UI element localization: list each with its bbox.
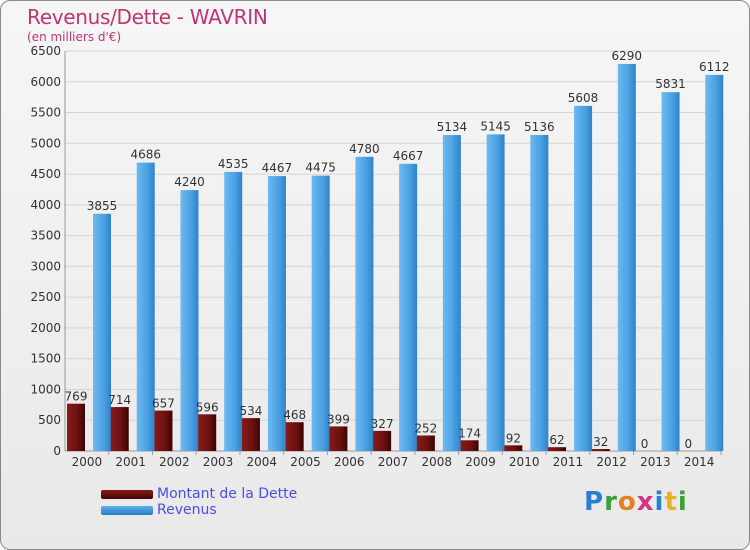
x-tick-label: 2009 <box>465 455 496 469</box>
data-label-dette: 174 <box>458 426 481 440</box>
bar-dette <box>241 418 260 451</box>
legend-label-revenus: Revenus <box>157 502 217 518</box>
y-tick-label: 6000 <box>30 75 61 89</box>
data-label-dette: 769 <box>65 390 88 404</box>
data-label-dette: 596 <box>196 400 219 414</box>
x-tick-label: 2002 <box>159 455 190 469</box>
bar-dette <box>548 447 567 451</box>
data-label-dette: 252 <box>414 421 437 435</box>
x-tick-label: 2005 <box>290 455 321 469</box>
x-tick-label: 2008 <box>421 455 452 469</box>
y-tick-label: 2500 <box>30 290 61 304</box>
legend-swatch-revenus <box>101 506 153 515</box>
y-tick-label: 1000 <box>30 382 61 396</box>
data-label-revenus: 5145 <box>480 119 511 133</box>
data-label-dette: 92 <box>506 431 521 445</box>
data-label-revenus: 5134 <box>437 120 468 134</box>
y-tick-label: 3500 <box>30 229 61 243</box>
data-label-revenus: 4240 <box>174 175 205 189</box>
bar-dette <box>460 440 479 451</box>
bar-dette <box>416 435 435 451</box>
x-tick-label: 2013 <box>640 455 671 469</box>
x-tick-label: 2003 <box>203 455 234 469</box>
bar-dette <box>285 422 304 451</box>
y-tick-label: 1500 <box>30 352 61 366</box>
bar-dette <box>591 449 610 451</box>
bar-revenus <box>267 176 286 451</box>
data-label-revenus: 3855 <box>87 199 118 213</box>
bar-dette <box>198 414 217 451</box>
bar-revenus <box>530 134 549 451</box>
bar-dette <box>154 410 173 451</box>
x-tick-label: 2001 <box>115 455 146 469</box>
y-tick-label: 4000 <box>30 198 61 212</box>
data-label-revenus: 5136 <box>524 120 555 134</box>
legend-swatch-dette <box>101 490 153 499</box>
bar-revenus <box>617 63 636 452</box>
x-tick-label: 2007 <box>378 455 409 469</box>
bar-revenus <box>311 175 330 451</box>
chart-title: Revenus/Dette - WAVRIN <box>27 5 268 29</box>
bar-revenus <box>661 92 680 452</box>
bar-revenus <box>180 190 199 452</box>
chart-subtitle: (en milliers d'€) <box>27 30 122 44</box>
y-tick-label: 5500 <box>30 106 61 120</box>
data-label-dette: 0 <box>684 437 692 451</box>
y-tick-label: 2000 <box>30 321 61 335</box>
bar-dette <box>110 407 129 451</box>
bar-revenus <box>224 171 243 451</box>
proxiti-logo: Proxiti <box>584 487 688 517</box>
data-label-dette: 534 <box>239 404 262 418</box>
data-label-revenus: 6290 <box>612 49 643 63</box>
data-label-dette: 62 <box>549 433 564 447</box>
bar-revenus <box>442 135 461 452</box>
data-label-dette: 399 <box>327 412 350 426</box>
bar-revenus <box>93 213 111 451</box>
x-tick-label: 2006 <box>334 455 365 469</box>
y-tick-label: 5000 <box>30 136 61 150</box>
data-label-revenus: 5831 <box>655 77 686 91</box>
y-tick-label: 500 <box>38 413 61 427</box>
data-label-dette: 32 <box>593 435 608 449</box>
data-label-revenus: 4780 <box>349 142 380 156</box>
y-tick-label: 6500 <box>30 44 61 58</box>
data-label-dette: 657 <box>152 397 175 411</box>
x-tick-label: 2014 <box>684 455 715 469</box>
x-tick-label: 2011 <box>553 455 584 469</box>
x-tick-label: 2000 <box>72 455 103 469</box>
y-tick-label: 3000 <box>30 259 61 273</box>
x-tick-label: 2012 <box>596 455 627 469</box>
bar-revenus <box>399 163 418 452</box>
data-label-revenus: 4535 <box>218 157 249 171</box>
y-tick-label: 0 <box>53 444 61 458</box>
data-label-revenus: 5608 <box>568 91 599 105</box>
data-label-dette: 714 <box>108 393 131 407</box>
bar-dette <box>329 426 348 451</box>
legend-label-dette: Montant de la Dette <box>157 486 298 502</box>
bar-revenus <box>136 162 155 451</box>
bar-revenus <box>705 74 724 451</box>
bar-dette <box>67 403 85 451</box>
bar-dette <box>504 445 523 451</box>
data-label-revenus: 4686 <box>130 148 161 162</box>
bar-dette <box>373 430 392 451</box>
data-label-dette: 327 <box>371 417 394 431</box>
data-label-dette: 0 <box>641 437 649 451</box>
bar-revenus <box>355 156 374 451</box>
bar-revenus <box>486 134 505 451</box>
data-label-revenus: 6112 <box>699 60 730 74</box>
x-tick-label: 2004 <box>247 455 278 469</box>
data-label-revenus: 4667 <box>393 149 424 163</box>
data-label-dette: 468 <box>283 408 306 422</box>
y-tick-label: 4500 <box>30 167 61 181</box>
x-tick-label: 2010 <box>509 455 540 469</box>
bar-revenus <box>574 105 593 452</box>
data-label-revenus: 4475 <box>305 161 336 175</box>
data-label-revenus: 4467 <box>262 161 293 175</box>
